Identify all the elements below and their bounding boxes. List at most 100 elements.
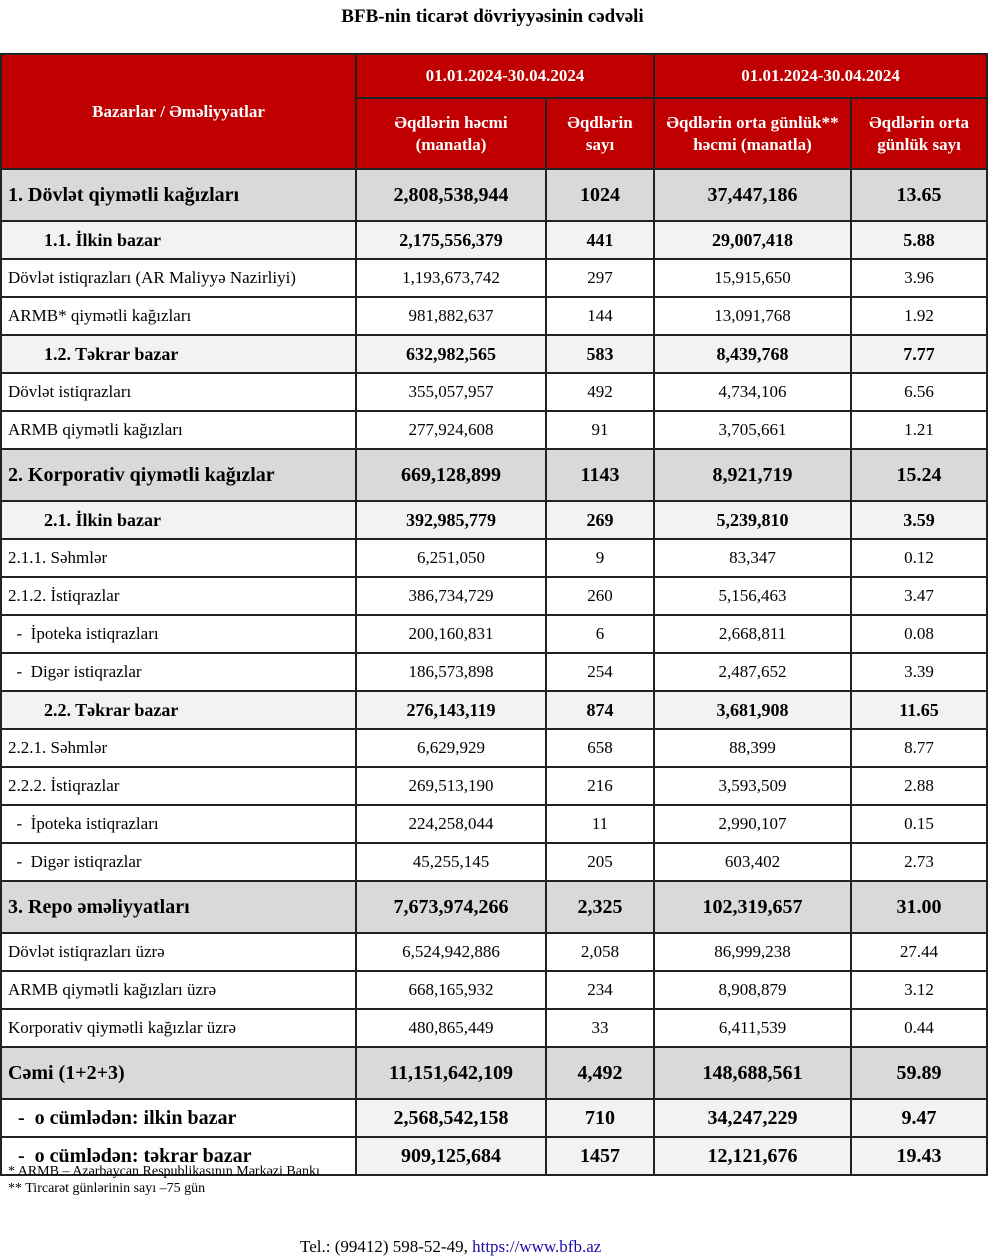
contact-phone: Tel.: (99412) 598-52-49, [300,1237,468,1256]
footnote-trading-days: ** Tircarət günlərinin sayı –75 gün [8,1181,206,1196]
cell-value: 8,439,768 [653,334,853,374]
table-row: 2.2. Təkrar bazar 276,143,119 874 3,681,908… [0,690,989,730]
cell-value: 11.65 [850,690,989,730]
cell-value: 3,705,661 [653,410,853,450]
table-row: Dövlət istiqrazları (AR Maliyyə Nazirliy… [0,258,989,298]
row-label: Korporativ qiymətli kağızlar üzrə [0,1008,357,1048]
cell-value: 392,985,779 [355,500,547,540]
row-label: - İpoteka istiqrazları [0,614,357,654]
cell-value: 4,492 [544,1046,656,1100]
cell-value: 9 [544,538,656,578]
row-label: Dövlət istiqrazları [0,372,357,412]
cell-value: 0.08 [850,614,989,654]
cell-value: 15,915,650 [653,258,853,298]
cell-value: 4,734,106 [653,372,853,412]
cell-value: 19.43 [850,1136,989,1176]
cell-value: 34,247,229 [653,1098,853,1138]
header-volume: Əqdlərin həcmi (manatla) [355,97,547,170]
cell-value: 276,143,119 [355,690,547,730]
cell-value: 216 [544,766,656,806]
cell-value: 0.15 [850,804,989,844]
cell-value: 668,165,932 [355,970,547,1010]
row-label: ARMB* qiymətli kağızları [0,296,357,336]
cell-value: 981,882,637 [355,296,547,336]
cell-value: 269,513,190 [355,766,547,806]
cell-value: 2,058 [544,932,656,972]
contact-line: Tel.: (99412) 598-52-49, https://www.bfb… [300,1237,601,1257]
cell-value: 7,673,974,266 [355,880,547,934]
table-row: - İpoteka istiqrazları 224,258,044 11 2,990… [0,804,989,844]
table-row: ARMB qiymətli kağızları üzrə 668,165,932 2… [0,970,989,1010]
cell-value: 83,347 [653,538,853,578]
cell-value: 27.44 [850,932,989,972]
table-row: 2.1. İlkin bazar 392,985,779 269 5,239,810 3… [0,500,989,540]
cell-value: 2,990,107 [653,804,853,844]
cell-value: 3.39 [850,652,989,692]
cell-value: 710 [544,1098,656,1138]
header-period-2: 01.01.2024-30.04.2024 [653,53,989,99]
website-link[interactable]: https://www.bfb.az [472,1237,602,1256]
row-label: Dövlət istiqrazları üzrə [0,932,357,972]
cell-value: 2,668,811 [653,614,853,654]
header-avg-volume: Əqdlərin orta günlük** həcmi (manatla) [653,97,853,170]
cell-value: 11,151,642,109 [355,1046,547,1100]
cell-value: 3.96 [850,258,989,298]
cell-value: 9.47 [850,1098,989,1138]
cell-value: 1143 [544,448,656,502]
cell-value: 91 [544,410,656,450]
cell-value: 6,524,942,886 [355,932,547,972]
cell-value: 1.92 [850,296,989,336]
cell-value: 148,688,561 [653,1046,853,1100]
row-label: 2.1. İlkin bazar [0,500,357,540]
row-label: 2.2. Təkrar bazar [0,690,357,730]
cell-value: 355,057,957 [355,372,547,412]
cell-value: 33 [544,1008,656,1048]
table-row: 2. Korporativ qiymətli kağızlar 669,128,8… [0,448,989,502]
table-row: - Digər istiqrazlar 45,255,145 205 603,402 2… [0,842,989,882]
cell-value: 441 [544,220,656,260]
table-row: Korporativ qiymətli kağızlar üzrə 480,865… [0,1008,989,1048]
cell-value: 277,924,608 [355,410,547,450]
cell-value: 632,982,565 [355,334,547,374]
cell-value: 6,411,539 [653,1008,853,1048]
row-label: 3. Repo əməliyyatları [0,880,357,934]
table-row: ARMB* qiymətli kağızları 981,882,637 144 13… [0,296,989,336]
cell-value: 37,447,186 [653,168,853,222]
table-row: 2.2.1. Səhmlər 6,629,929 658 88,399 8.77 [0,728,989,768]
cell-value: 3.59 [850,500,989,540]
cell-value: 29,007,418 [653,220,853,260]
cell-value: 1457 [544,1136,656,1176]
cell-value: 102,319,657 [653,880,853,934]
row-label: 2.1.2. İstiqrazlar [0,576,357,616]
cell-value: 8.77 [850,728,989,768]
cell-value: 45,255,145 [355,842,547,882]
row-label: 2.2.1. Səhmlər [0,728,357,768]
row-label: - İpoteka istiqrazları [0,804,357,844]
header-count: Əqdlərin sayı [544,97,656,170]
row-label: - o cümlədən: təkrar bazar [0,1136,357,1176]
cell-value: 386,734,729 [355,576,547,616]
cell-value: 59.89 [850,1046,989,1100]
cell-value: 5.88 [850,220,989,260]
footnotes: * ARMB – Azərbaycan Respublikasının Mərk… [8,1163,320,1197]
table-row: Cəmi (1+2+3) 11,151,642,109 4,492 148,688,5… [0,1046,989,1100]
cell-value: 13,091,768 [653,296,853,336]
cell-value: 205 [544,842,656,882]
row-label: - o cümlədən: ilkin bazar [0,1098,357,1138]
row-label: 1.1. İlkin bazar [0,220,357,260]
row-label: - Digər istiqrazlar [0,842,357,882]
cell-value: 658 [544,728,656,768]
table-row: 2.1.1. Səhmlər 6,251,050 9 83,347 0.12 [0,538,989,578]
table-row: 1. Dövlət qiymətli kağızları 2,808,538,94… [0,168,989,222]
header-period-1: 01.01.2024-30.04.2024 [354,53,656,99]
cell-value: 254 [544,652,656,692]
cell-value: 86,999,238 [653,932,853,972]
turnover-table: Bazarlar / Əməliyyatlar 01.01.2024-30.04… [0,53,989,1176]
cell-value: 1024 [544,168,656,222]
cell-value: 6,251,050 [355,538,547,578]
cell-value: 2,568,542,158 [355,1098,547,1138]
table-row: - o cümlədən: təkrar bazar 909,125,684 145… [0,1136,989,1176]
cell-value: 2.73 [850,842,989,882]
page-title: BFB-nin ticarət dövriyyəsinin cədvəli [341,6,644,27]
cell-value: 1,193,673,742 [355,258,547,298]
